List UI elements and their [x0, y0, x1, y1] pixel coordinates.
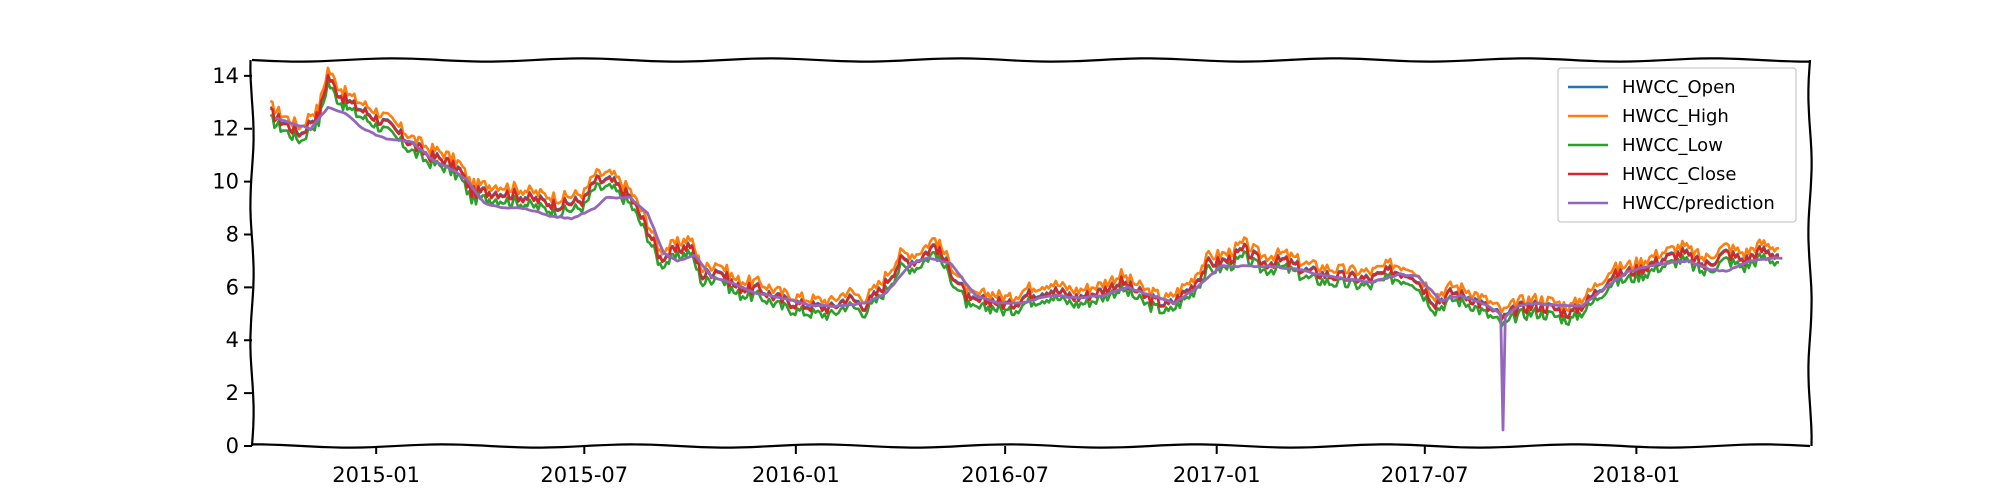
x-axis: 2015-01 2015-07 2016-01 2016-07 2017-01 2017-…	[332, 446, 1680, 487]
legend-label-close: HWCC_Close	[1622, 164, 1737, 185]
legend-label-low: HWCC_Low	[1622, 135, 1723, 156]
series-line-close	[269, 73, 1780, 321]
legend-entry-high: HWCC_High	[1568, 106, 1729, 127]
x-tick-label: 2015-01	[332, 463, 420, 487]
legend-entry-low: HWCC_Low	[1568, 135, 1723, 156]
y-tick-label: 4	[226, 328, 239, 352]
x-tick-label: 2018-01	[1593, 463, 1681, 487]
series-line-prediction	[274, 106, 1783, 432]
x-tick-label: 2017-07	[1381, 463, 1469, 487]
legend-entry-prediction: HWCC/prediction	[1568, 193, 1775, 214]
legend-entry-open: HWCC_Open	[1568, 77, 1736, 98]
legend-entry-close: HWCC_Close	[1568, 164, 1737, 185]
axes-frame	[249, 57, 1813, 449]
y-tick-label: 2	[226, 381, 239, 405]
x-tick-label: 2016-07	[961, 463, 1049, 487]
x-tick-label: 2017-01	[1173, 463, 1261, 487]
x-tick-label: 2015-07	[540, 463, 628, 487]
y-tick-label: 6	[226, 275, 239, 299]
plot-lines	[269, 66, 1783, 432]
y-tick-label: 10	[212, 170, 239, 194]
series-line-high	[269, 66, 1780, 314]
y-tick-label: 8	[226, 222, 239, 246]
y-axis: 0 2 4 6 8 10 12 14	[212, 64, 252, 458]
legend: HWCC_Open HWCC_High HWCC_Low HWCC_Close …	[1557, 67, 1797, 223]
y-tick-label: 0	[226, 434, 239, 458]
y-tick-label: 14	[212, 64, 239, 88]
x-tick-label: 2016-01	[752, 463, 840, 487]
legend-label-high: HWCC_High	[1622, 106, 1729, 127]
y-tick-label: 12	[212, 117, 239, 141]
legend-label-prediction: HWCC/prediction	[1622, 193, 1775, 214]
legend-box	[1557, 67, 1797, 223]
legend-label-open: HWCC_Open	[1622, 77, 1736, 98]
